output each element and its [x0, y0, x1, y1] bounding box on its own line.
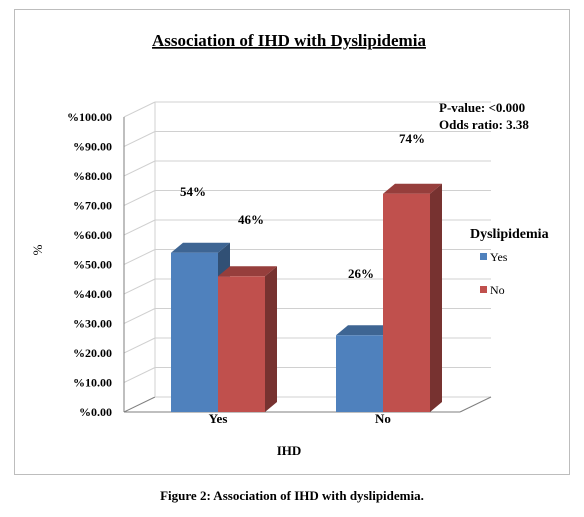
gridline-side: [123, 308, 156, 324]
gridline-side: [123, 160, 156, 177]
bar-side: [430, 183, 442, 412]
y-tick-label: %0.00: [79, 405, 112, 419]
bar-top: [383, 183, 442, 194]
annotation-p-value: P-value: <0.000: [439, 100, 525, 115]
bar: [171, 252, 218, 412]
data-label: 46%: [238, 212, 264, 227]
x-axis-label: IHD: [277, 443, 302, 458]
y-tick-label: %90.00: [73, 140, 112, 154]
x-tick-label: Yes: [209, 411, 228, 426]
data-label: 74%: [399, 131, 425, 146]
legend-swatch-yes: [480, 253, 487, 260]
gridline-side: [123, 249, 156, 265]
bar: [218, 276, 265, 412]
bar: [383, 193, 430, 412]
chart-title: Association of IHD with Dyslipidemia: [152, 31, 426, 50]
y-tick-label: %60.00: [73, 228, 112, 242]
x-tick-label: No: [375, 411, 391, 426]
data-labels: 54% 46% 26% 74%: [180, 131, 425, 281]
gridline-side: [123, 396, 156, 413]
y-tick-label: %40.00: [73, 287, 112, 301]
bar-side: [265, 266, 277, 412]
y-tick-label: %100.00: [67, 110, 112, 124]
y-tick-label: %50.00: [73, 258, 112, 272]
gridline-side: [123, 190, 156, 206]
gridline-side: [123, 131, 156, 147]
gridline-side: [123, 219, 156, 236]
data-label: 54%: [180, 184, 206, 199]
bar: [336, 335, 383, 412]
annotation-odds-ratio: Odds ratio: 3.38: [439, 117, 529, 132]
data-label: 26%: [348, 266, 374, 281]
bar-top: [171, 242, 230, 253]
y-tick-label: %80.00: [73, 169, 112, 183]
gridline-side: [123, 337, 156, 354]
bars: [171, 183, 442, 412]
bar-top: [336, 325, 395, 336]
gridline-side: [123, 278, 156, 295]
gridline-side: [123, 367, 156, 383]
legend-label-no: No: [490, 283, 505, 297]
bar-top: [218, 266, 277, 277]
legend-label-yes: Yes: [490, 250, 508, 264]
legend-swatch-no: [480, 286, 487, 293]
floor-right-edge: [459, 396, 492, 413]
legend: Dyslipidemia Yes No: [470, 227, 549, 297]
y-tick-label: %20.00: [73, 346, 112, 360]
figure-caption: Figure 2: Association of IHD with dyslip…: [160, 488, 424, 503]
y-axis-label: %: [30, 244, 45, 255]
y-tick-label: %30.00: [73, 317, 112, 331]
gridline-side: [123, 101, 156, 118]
y-tick-label: %10.00: [73, 376, 112, 390]
y-tick-label: %70.00: [73, 199, 112, 213]
legend-title: Dyslipidemia: [470, 227, 549, 242]
